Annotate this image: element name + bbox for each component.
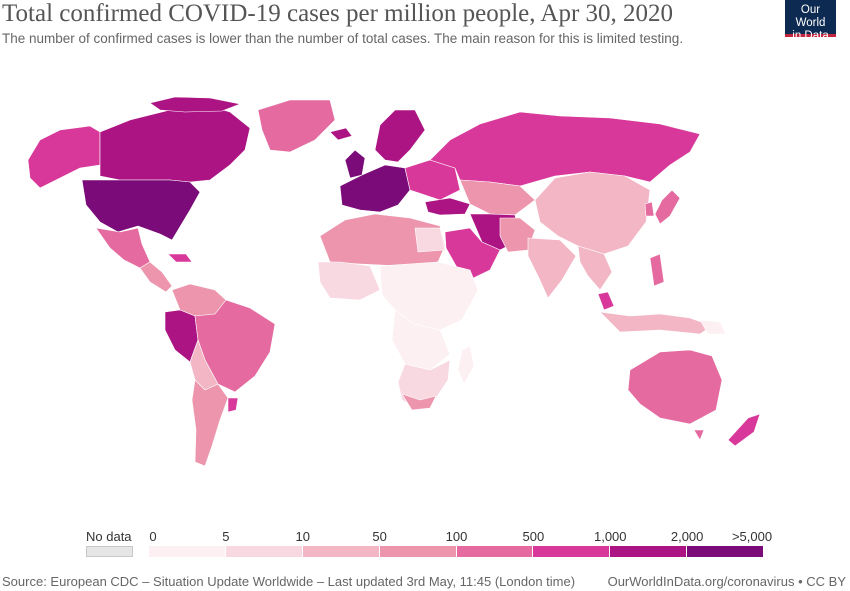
legend-tick-label: 2,000 [670, 529, 704, 544]
owid-logo[interactable]: Our World in Data [785, 0, 836, 42]
region-uruguay [227, 397, 239, 413]
region-southern-cone [191, 379, 229, 467]
region-west-africa [317, 261, 381, 301]
region-uk [344, 149, 366, 179]
legend-tick-label: 500 [522, 529, 545, 544]
credit-link[interactable]: OurWorldInData.org/coronavirus • CC BY [607, 574, 846, 589]
region-canada [99, 104, 251, 183]
region-china [534, 171, 651, 255]
legend-swatch[interactable] [533, 546, 611, 557]
legend-tick-label: >5,000 [731, 529, 773, 544]
region-alaska [27, 125, 101, 189]
region-south-africa [401, 393, 437, 411]
region-indonesia [599, 311, 713, 335]
region-arctic-islands [149, 96, 241, 113]
region-scandinavia [374, 109, 426, 163]
region-mexico [95, 227, 151, 269]
logo-line-1: Our World [795, 4, 826, 29]
source-note[interactable]: Source: European CDC – Situation Update … [2, 574, 576, 589]
region-caribbean [167, 253, 193, 263]
legend-swatch[interactable] [610, 546, 688, 557]
region-tasmania [693, 429, 705, 441]
region-russia [429, 111, 701, 187]
legend-swatch[interactable] [379, 546, 457, 557]
chart-subtitle: The number of confirmed cases is lower t… [2, 31, 684, 46]
region-philippines [649, 253, 665, 287]
region-australia [627, 349, 723, 425]
region-usa [81, 179, 201, 241]
legend-tick-label: 10 [295, 529, 310, 544]
region-korea [644, 201, 655, 217]
region-madagascar [457, 345, 475, 385]
chart-title: Total confirmed COVID-19 cases per milli… [2, 0, 674, 27]
region-india [527, 237, 577, 299]
region-central-america [139, 261, 173, 293]
legend-tick-label: 100 [445, 529, 468, 544]
region-southeast-asia [577, 245, 613, 291]
region-southern-africa [397, 359, 451, 409]
legend-swatch[interactable] [302, 546, 380, 557]
region-png [699, 319, 727, 335]
legend-swatch[interactable] [456, 546, 534, 557]
region-western-europe [339, 164, 411, 213]
legend-tick-label: 1,000 [593, 529, 627, 544]
region-egypt [414, 227, 446, 253]
region-turkey [424, 197, 471, 216]
legend-tick-label: 0 [149, 529, 157, 544]
legend-color-bar [149, 546, 764, 557]
legend-swatch[interactable] [149, 546, 226, 557]
legend-no-data-swatch [86, 546, 133, 557]
legend-swatch[interactable] [225, 546, 303, 557]
world-map[interactable] [0, 0, 850, 530]
legend-tick-label: 50 [372, 529, 387, 544]
region-new-zealand [727, 413, 761, 447]
region-iceland [329, 127, 353, 141]
region-central-asia [459, 179, 536, 216]
region-central-africa [391, 309, 451, 371]
region-japan [654, 189, 681, 225]
region-east-africa [379, 261, 479, 331]
region-greenland [257, 99, 336, 153]
legend-tick-label: 5 [222, 529, 230, 544]
legend-no-data-label: No data [86, 529, 132, 544]
logo-line-2: in Data [792, 30, 829, 42]
region-malaysia [597, 291, 615, 311]
legend-swatch[interactable] [687, 546, 764, 557]
